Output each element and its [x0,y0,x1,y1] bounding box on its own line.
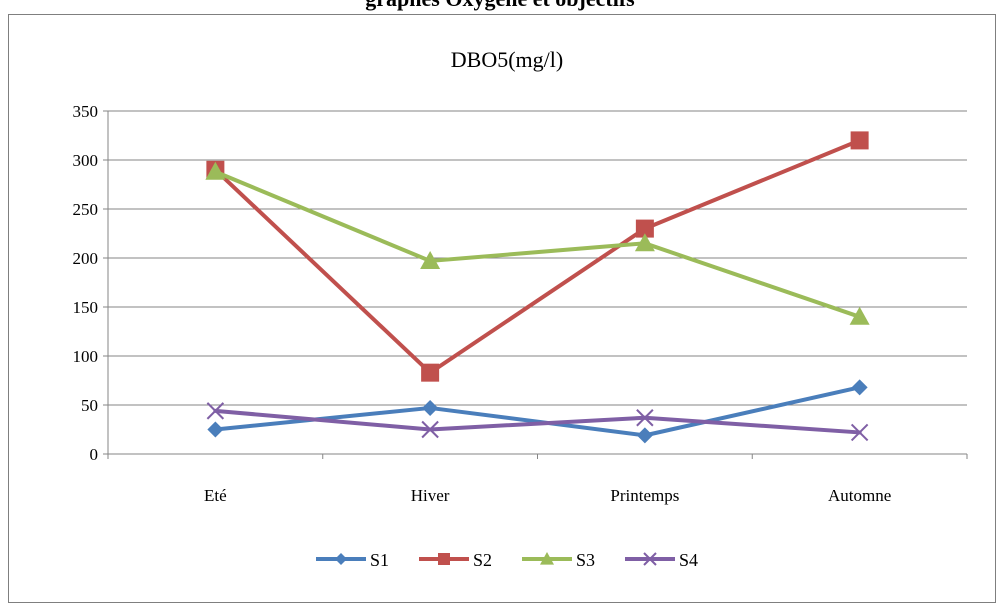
data-point-stroke [421,420,439,439]
data-point [207,421,224,438]
series-line [213,408,862,435]
legend-item: S2 [419,550,492,570]
y-tick-label: 50 [81,396,98,415]
legend-swatch-marker [438,553,450,565]
data-point [850,423,869,442]
series-line [213,169,862,319]
legend-label: S2 [473,550,492,570]
data-point [849,306,870,325]
data-point [634,233,655,252]
legend-item: S4 [625,550,698,570]
data-point-stroke [643,552,657,566]
x-tick-label: Printemps [610,486,679,505]
legend-label: S1 [370,550,389,570]
x-tick-label: Eté [204,486,227,505]
data-point [421,420,439,439]
y-tick-label: 250 [73,200,99,219]
y-tick-label: 200 [73,249,99,268]
page-heading: graphes Oxygène et objectifs [0,0,1000,12]
chart-title: DBO5(mg/l) [451,47,563,72]
y-tick-label: 300 [73,151,99,170]
x-axis: Eté Hiver Printemps Automne [107,453,968,505]
series-line [213,385,862,438]
y-tick-label: 350 [73,102,99,121]
data-point [635,219,654,238]
series-line [213,138,862,375]
data-point [850,131,869,150]
legend-item: S3 [522,550,595,570]
legend-label: S3 [576,550,595,570]
series-s4 [206,402,869,442]
data-point-stroke [206,402,225,420]
data-point-stroke [850,423,869,442]
data-point [851,379,868,396]
data-point [206,402,225,420]
data-point [422,399,439,416]
data-point [636,427,653,444]
legend-item: S1 [316,550,389,570]
legend-swatch-marker [540,552,554,565]
x-tick-label: Hiver [411,486,450,505]
series-s2 [206,131,869,382]
series-s3 [205,161,870,325]
x-tick-label: Automne [828,486,891,505]
y-tick-label: 100 [73,347,99,366]
data-point [636,409,654,427]
data-point-stroke [636,409,654,427]
data-point [421,363,440,382]
legend-swatch-marker [335,553,347,565]
gridlines [108,110,967,406]
legend-swatch-marker [643,552,657,566]
y-tick-label: 0 [90,445,99,464]
legend: S1 S2 S3 S4 [316,550,698,570]
y-axis: 0 50 100 150 200 250 300 350 [73,102,109,464]
y-tick-label: 150 [73,298,99,317]
series-s1 [207,379,868,444]
data-point [420,250,441,269]
series-group [205,131,870,444]
legend-label: S4 [679,550,698,570]
data-point [205,161,226,180]
